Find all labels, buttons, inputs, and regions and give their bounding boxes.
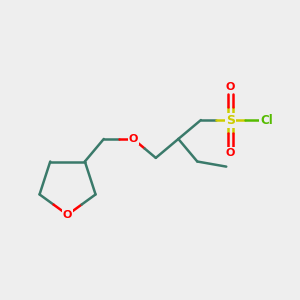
Text: O: O [63,210,72,220]
Text: O: O [226,82,235,92]
Text: Cl: Cl [260,113,273,127]
Text: O: O [226,148,235,158]
Text: O: O [128,134,138,144]
Text: S: S [226,113,235,127]
